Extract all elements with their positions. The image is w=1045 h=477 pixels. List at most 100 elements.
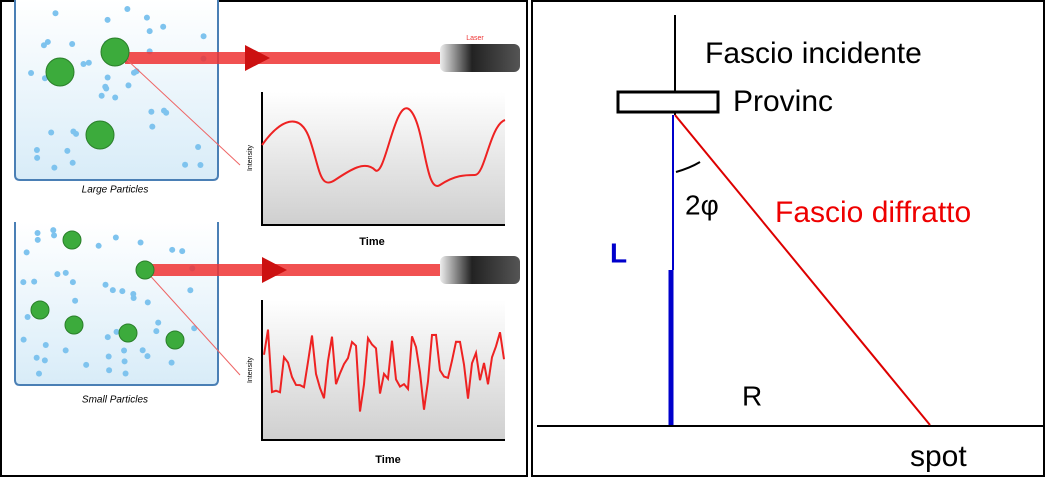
molecule bbox=[23, 249, 30, 256]
molecule bbox=[161, 107, 168, 114]
molecule bbox=[98, 92, 105, 99]
molecule bbox=[104, 74, 111, 81]
axis-label: Intensity bbox=[247, 356, 254, 383]
caption: Large Particles bbox=[82, 185, 149, 196]
molecule bbox=[102, 281, 109, 288]
laser-device bbox=[440, 44, 520, 72]
sample-box bbox=[616, 90, 720, 114]
label: Provinc bbox=[733, 85, 833, 118]
molecule bbox=[34, 154, 41, 161]
molecule bbox=[52, 10, 59, 17]
molecule bbox=[85, 59, 92, 66]
angle-arc bbox=[675, 161, 701, 173]
molecule bbox=[80, 60, 87, 67]
label: R bbox=[742, 380, 762, 411]
molecule bbox=[31, 278, 38, 285]
label: spot bbox=[910, 440, 967, 473]
molecule bbox=[143, 14, 150, 21]
molecule bbox=[48, 129, 55, 136]
right-panel: Fascio incidente Provinc 2φ Fascio diffr… bbox=[537, 15, 1045, 473]
molecule bbox=[153, 328, 160, 335]
molecule bbox=[121, 358, 128, 365]
beaker bbox=[14, 0, 219, 181]
molecule bbox=[42, 342, 49, 349]
molecule bbox=[109, 287, 116, 294]
molecule bbox=[139, 347, 146, 354]
molecule bbox=[144, 353, 151, 360]
laser-label: Laser bbox=[466, 35, 484, 42]
molecule bbox=[113, 328, 120, 335]
molecule bbox=[95, 242, 102, 249]
molecule bbox=[197, 162, 204, 169]
molecule bbox=[106, 367, 113, 374]
molecule bbox=[50, 227, 57, 234]
molecule bbox=[137, 239, 144, 246]
molecule bbox=[168, 359, 175, 366]
axes bbox=[261, 300, 505, 441]
molecule bbox=[169, 246, 176, 253]
molecule bbox=[187, 287, 194, 294]
molecule bbox=[24, 314, 31, 321]
molecule bbox=[122, 370, 129, 377]
label: 2φ bbox=[685, 189, 719, 220]
axis-label: Time bbox=[359, 236, 384, 248]
laser-device bbox=[440, 256, 520, 284]
molecule bbox=[44, 38, 51, 45]
laser-beam bbox=[140, 264, 443, 276]
molecule bbox=[69, 279, 76, 286]
molecule bbox=[28, 70, 35, 77]
molecule bbox=[119, 288, 126, 295]
molecule bbox=[69, 41, 76, 48]
arrow-head bbox=[245, 45, 270, 71]
axes bbox=[261, 92, 505, 226]
laser-beam bbox=[125, 52, 443, 64]
caption: Small Particles bbox=[82, 395, 148, 406]
axis-label: Intensity bbox=[247, 144, 254, 171]
molecule bbox=[179, 248, 186, 255]
left-panel: Laser Large Particles Small Particles Ti… bbox=[14, 0, 520, 466]
scatter-ray bbox=[144, 269, 241, 376]
molecule bbox=[149, 123, 156, 130]
molecule bbox=[121, 347, 128, 354]
molecule bbox=[195, 143, 202, 150]
right-frame bbox=[531, 0, 1045, 477]
graph-area bbox=[262, 300, 505, 440]
molecule bbox=[105, 353, 112, 360]
molecule bbox=[104, 334, 111, 341]
label: L bbox=[610, 237, 627, 268]
molecule bbox=[40, 42, 47, 49]
molecule bbox=[62, 347, 69, 354]
molecule bbox=[20, 336, 27, 343]
arrow-head bbox=[262, 257, 287, 283]
particles bbox=[30, 37, 185, 350]
molecule bbox=[72, 297, 79, 304]
molecule bbox=[51, 232, 58, 239]
molecule bbox=[182, 161, 189, 168]
intensity-trace bbox=[261, 107, 506, 187]
molecule bbox=[34, 236, 41, 243]
molecule bbox=[146, 28, 153, 35]
molecule bbox=[35, 370, 42, 377]
intensity-trace bbox=[263, 329, 505, 412]
molecule bbox=[112, 94, 119, 101]
molecule bbox=[64, 147, 71, 154]
label: Fascio incidente bbox=[705, 37, 922, 70]
molecule bbox=[33, 147, 40, 154]
molecule bbox=[69, 159, 76, 166]
left-frame bbox=[0, 0, 528, 477]
molecule bbox=[144, 299, 151, 306]
molecule bbox=[148, 108, 155, 115]
molecule bbox=[34, 230, 41, 237]
molecule bbox=[70, 128, 77, 135]
molecule bbox=[41, 357, 48, 364]
molecule bbox=[54, 271, 61, 278]
molecule bbox=[130, 295, 137, 302]
molecule bbox=[51, 164, 58, 171]
molecule bbox=[83, 361, 90, 368]
molecule bbox=[200, 33, 207, 40]
axis-label: Time bbox=[375, 454, 400, 466]
label: Fascio diffratto bbox=[775, 196, 971, 229]
molecule bbox=[33, 354, 40, 361]
scatter-ray bbox=[124, 57, 241, 166]
